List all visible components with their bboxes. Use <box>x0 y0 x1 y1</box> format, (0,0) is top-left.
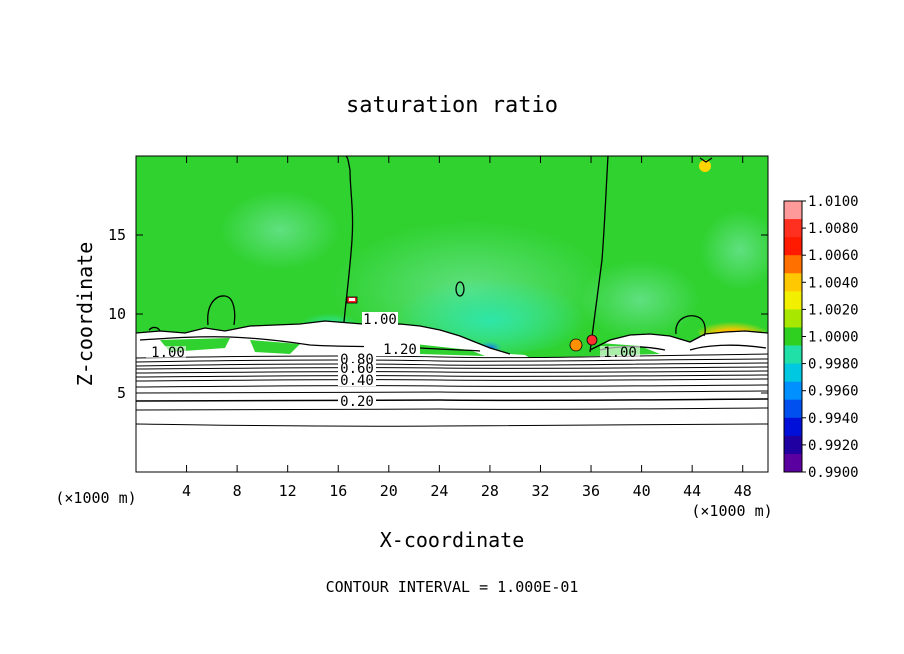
y-axis-label: Z-coordinate <box>73 242 97 387</box>
x-tick-label: 20 <box>380 482 398 500</box>
x-tick-label: 40 <box>633 482 651 500</box>
colorbar-tick-label: 1.0080 <box>808 221 859 237</box>
y-axis: 5 10 15 <box>108 226 768 402</box>
green-gap <box>250 340 300 354</box>
contour-label: 1.00 <box>151 345 185 361</box>
contour-label: 0.60 <box>340 361 374 377</box>
colorbar-swatch <box>784 453 802 473</box>
x-axis-label: X-coordinate <box>380 528 525 552</box>
white-spot <box>349 298 355 301</box>
y-tick-label: 10 <box>108 305 126 323</box>
x-tick-label: 8 <box>233 482 242 500</box>
contour-label-group: 1.00 1.20 0.80 0.60 0.40 0.20 1.00 1.00 <box>146 312 640 410</box>
z-unit-label: (×1000 m) <box>55 489 136 507</box>
x-tick-label: 48 <box>734 482 752 500</box>
x-tick-label: 4 <box>182 482 191 500</box>
colorbar-swatch <box>784 309 802 328</box>
colorbar-swatch <box>784 399 802 419</box>
colorbar-tick-label: 0.9900 <box>808 465 859 481</box>
light-patch <box>580 260 700 340</box>
x-tick-label: 44 <box>683 482 701 500</box>
red-spot <box>586 334 598 346</box>
saturation-field <box>136 156 768 472</box>
colorbar-swatch <box>784 363 802 383</box>
cloud-region <box>136 321 768 472</box>
colorbar-swatch <box>784 291 802 310</box>
light-patch <box>700 210 768 290</box>
yellow-spot <box>699 160 711 172</box>
y-tick-label: 5 <box>117 384 126 402</box>
colorbar-swatch <box>784 237 802 256</box>
x-tick-label: 28 <box>481 482 499 500</box>
x-axis: 4 8 12 16 20 24 28 32 36 40 44 48 <box>182 156 752 500</box>
contour-interval-note: CONTOUR INTERVAL = 1.000E-01 <box>326 578 579 596</box>
colorbar-swatch <box>784 327 802 347</box>
colorbar-tick-label: 0.9980 <box>808 357 859 373</box>
colorbar: 1.0100 1.0080 1.0060 1.0040 1.0020 1.0000 0.99… <box>783 194 859 481</box>
colorbar-tick-label: 1.0060 <box>808 248 859 264</box>
x-tick-label: 24 <box>430 482 448 500</box>
chart-title: saturation ratio <box>346 93 558 118</box>
colorbar-swatch <box>784 255 802 274</box>
colorbar-swatch <box>784 201 802 220</box>
x-tick-label: 16 <box>329 482 347 500</box>
colorbar-tick-label: 0.9960 <box>808 384 859 400</box>
colorbar-swatch <box>784 345 802 365</box>
colorbar-tick-label: 1.0040 <box>808 275 859 291</box>
colorbar-swatch <box>784 381 802 401</box>
orange-spot <box>569 338 583 352</box>
colorbar-tick-label: 1.0020 <box>808 302 859 318</box>
colorbar-tick-label: 0.9940 <box>808 411 859 427</box>
contour-label: 1.00 <box>363 312 397 328</box>
colorbar-swatch <box>784 435 802 455</box>
colorbar-tick-label: 1.0000 <box>808 330 859 346</box>
light-patch <box>220 190 340 270</box>
x-tick-label: 32 <box>531 482 549 500</box>
contour-lines <box>136 353 768 427</box>
colorbar-swatch <box>784 417 802 437</box>
contour-label: 1.00 <box>603 345 637 361</box>
x-tick-label: 36 <box>582 482 600 500</box>
contour-label: 0.20 <box>340 394 374 410</box>
colorbar-tick-label: 1.0100 <box>808 194 859 210</box>
colorbar-tick-label: 0.9920 <box>808 438 859 454</box>
y-tick-label: 15 <box>108 226 126 244</box>
contour-label: 0.40 <box>340 373 374 389</box>
colorbar-swatch <box>784 219 802 238</box>
colorbar-swatch <box>784 273 802 292</box>
contour-label: 1.20 <box>383 342 417 358</box>
x-tick-label: 12 <box>279 482 297 500</box>
x-unit-label: (×1000 m) <box>691 502 772 520</box>
